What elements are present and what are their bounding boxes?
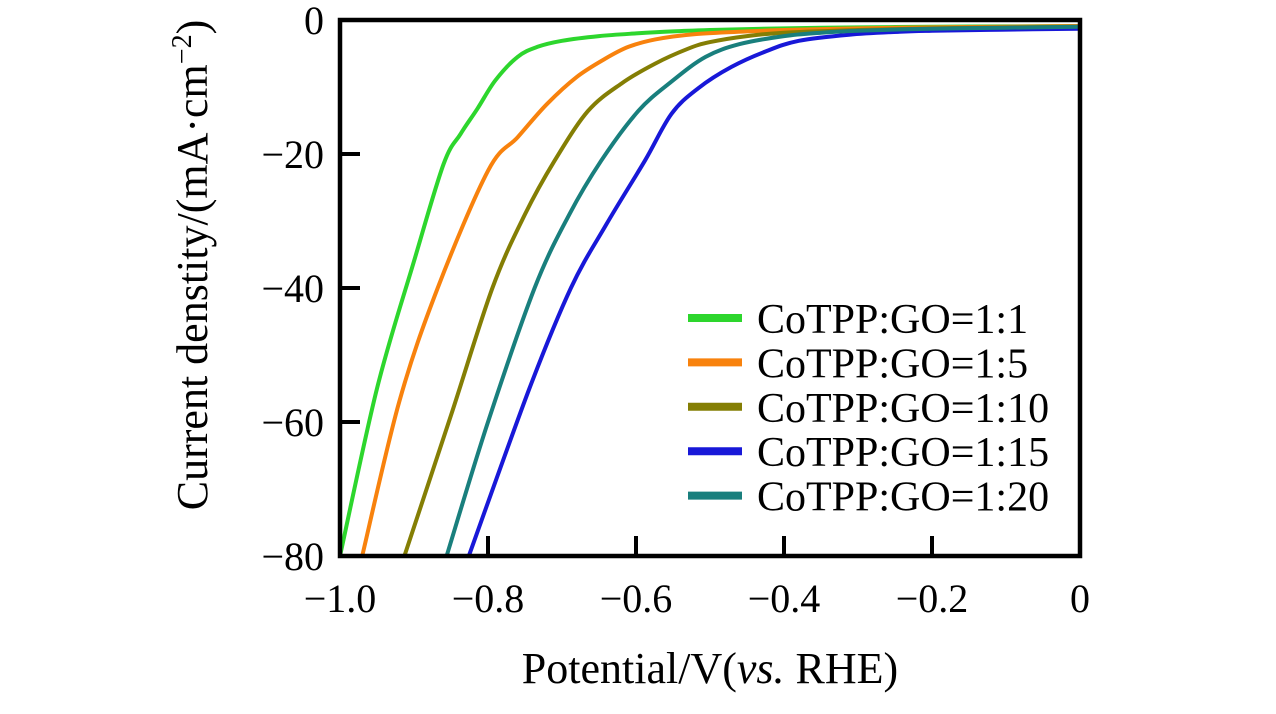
legend-item: CoTPP:GO=1:15 [688, 430, 1049, 476]
y-tick-label: −20 [261, 132, 324, 177]
y-tick-label: −40 [261, 266, 324, 311]
legend-item: CoTPP:GO=1:1 [688, 297, 1028, 343]
y-tick-label: −80 [261, 534, 324, 579]
legend-label: CoTPP:GO=1:15 [757, 430, 1049, 476]
legend-label: CoTPP:GO=1:10 [757, 386, 1049, 432]
legend-item: CoTPP:GO=1:5 [688, 341, 1028, 387]
x-axis-title-suffix: RHE) [785, 644, 899, 693]
x-tick-label: −1.0 [304, 576, 377, 621]
tick-labels-layer: −1.0 −0.8 −0.6 −0.4 −0.2 0 0 −20 −40 −60 −80 [261, 0, 1090, 621]
legend-item: CoTPP:GO=1:10 [688, 386, 1049, 432]
legend-label: CoTPP:GO=1:5 [757, 341, 1028, 387]
x-tick-label: −0.8 [452, 576, 525, 621]
y-axis-title: Current denstity/(mA·cm−2) [167, 20, 217, 510]
x-tick-label: −0.2 [896, 576, 969, 621]
x-axis-title-italic: vs. [737, 644, 785, 693]
x-axis-title: Potential/V(vs. RHE) [522, 644, 898, 693]
x-axis-title-prefix: Potential/V( [522, 644, 737, 693]
curve-cotpp-go-1-20 [444, 24, 1080, 556]
legend-label: CoTPP:GO=1:20 [757, 475, 1049, 521]
curve-cotpp-go-1-15 [466, 26, 1080, 556]
legend: CoTPP:GO=1:1CoTPP:GO=1:5CoTPP:GO=1:10CoT… [688, 297, 1049, 521]
y-tick-label: 0 [304, 0, 324, 43]
legend-item: CoTPP:GO=1:20 [688, 475, 1049, 521]
x-tick-label: −0.6 [600, 576, 673, 621]
plot-frame [337, 17, 1083, 559]
y-axis-title-superscript: −2 [167, 34, 198, 64]
y-axis-title-main: Current denstity/(mA·cm [168, 64, 217, 510]
x-tick-label: 0 [1070, 576, 1090, 621]
legend-label: CoTPP:GO=1:1 [757, 297, 1028, 343]
x-tick-label: −0.4 [748, 576, 821, 621]
ticks-layer [338, 18, 1082, 558]
y-tick-label: −60 [261, 400, 324, 445]
y-axis-title-close: ) [168, 20, 217, 35]
curves-layer [340, 24, 1080, 556]
